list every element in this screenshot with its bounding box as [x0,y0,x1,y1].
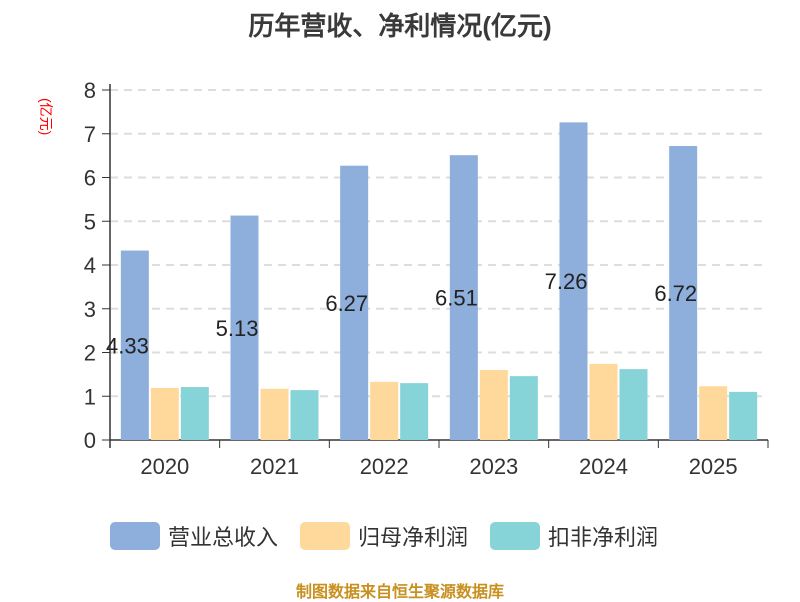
x-tick-label: 2020 [140,454,189,479]
x-tick-label: 2025 [689,454,738,479]
legend: 营业总收入 归母净利润 扣非净利润 [110,520,658,552]
bar [400,383,429,440]
bar [180,387,209,440]
bar [340,165,369,440]
chart-title: 历年营收、净利情况(亿元) [248,11,552,41]
y-tick-label: 6 [84,166,96,191]
bar [260,388,289,440]
x-tick-label: 2023 [469,454,518,479]
bar [729,391,758,440]
legend-item-revenue[interactable]: 营业总收入 [110,520,278,552]
legend-item-deducted-profit[interactable]: 扣非净利润 [490,520,658,552]
x-tick-label: 2022 [360,454,409,479]
data-source-footer: 制图数据来自恒生聚源数据库 [295,584,504,601]
bar [120,250,149,440]
bar [290,390,319,440]
bar-value-label: 6.51 [435,286,478,311]
bar [559,122,588,440]
bar [509,376,538,440]
y-tick-label: 7 [84,122,96,147]
legend-swatch-deducted-profit [490,522,541,550]
legend-swatch-revenue [110,522,160,550]
y-tick-label: 4 [84,253,96,278]
bar [479,370,508,440]
x-tick-label: 2024 [579,454,628,479]
bar-value-label: 5.13 [216,316,259,341]
legend-label: 扣非净利润 [548,525,659,550]
legend-item-net-profit[interactable]: 归母净利润 [300,520,468,552]
y-tick-label: 2 [84,341,96,366]
bar [699,386,728,440]
y-tick-label: 1 [84,384,96,409]
bar [619,369,648,440]
bar [669,146,698,440]
y-tick-label: 3 [84,297,96,322]
bar [370,381,399,440]
bar [589,363,618,440]
bar [230,215,259,440]
bar-chart: 0 1 2 3 4 5 6 7 8 2020 4.33 2021 5.13 2022 6.27 2023 6.5… [84,78,769,479]
legend-swatch-net-profit [300,522,351,550]
bar-value-label: 6.27 [325,291,368,316]
x-tick-label: 2021 [250,454,299,479]
y-tick-label: 0 [84,428,96,453]
bar-value-label: 6.72 [654,281,697,306]
legend-label: 归母净利润 [358,525,469,550]
legend-label: 营业总收入 [168,525,279,550]
bar [449,155,478,440]
bar-value-label: 4.33 [106,333,149,358]
y-tick-label: 8 [84,78,96,103]
bar-value-label: 7.26 [545,269,588,294]
y-tick-label: 5 [84,209,96,234]
bar [150,387,179,440]
